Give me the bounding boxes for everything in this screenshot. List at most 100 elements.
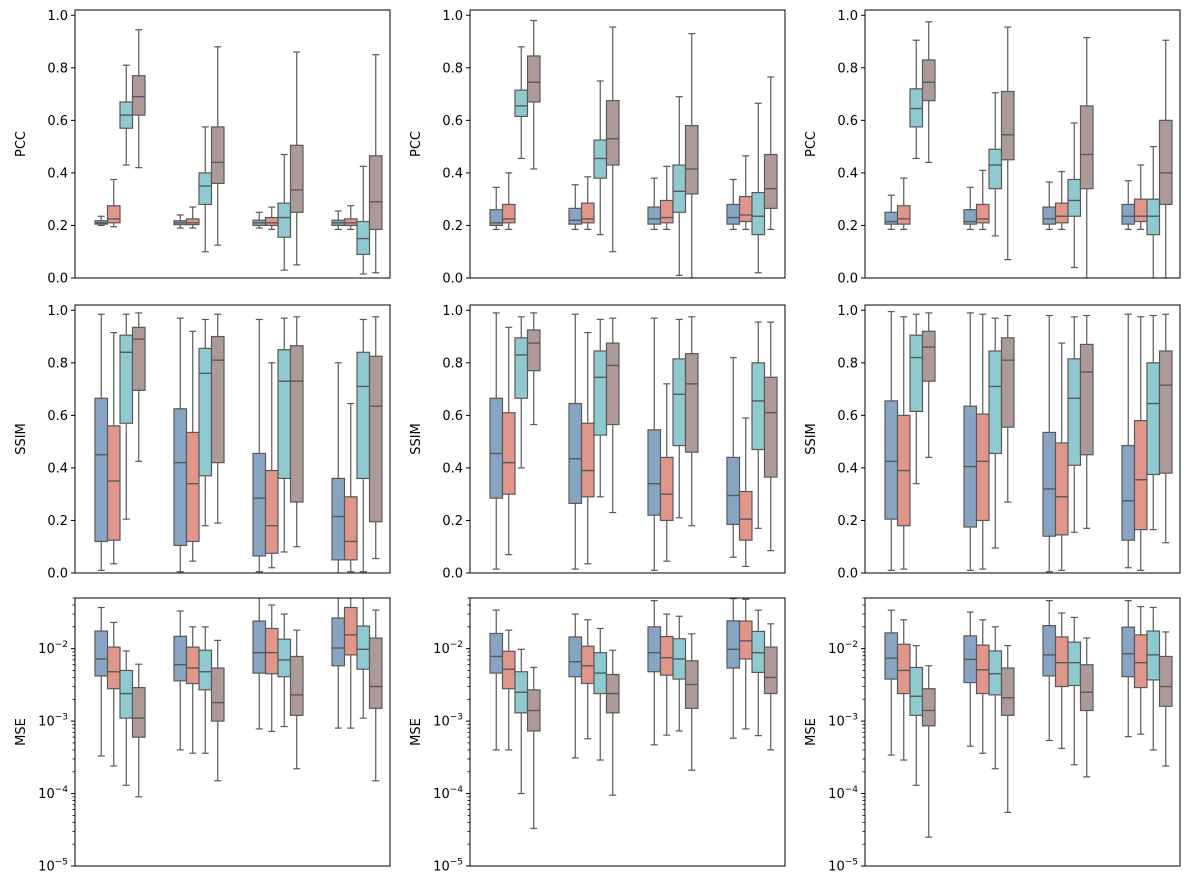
axes-frame	[469, 9, 786, 279]
box-body	[1158, 119, 1173, 206]
box-g1-s2	[106, 178, 121, 228]
box-g2-s2	[185, 206, 200, 229]
box-g2-s1	[568, 613, 583, 759]
box-body	[526, 329, 541, 372]
box-body	[501, 412, 516, 495]
box-body	[1067, 641, 1082, 687]
y-tick-label: 0.6	[442, 114, 463, 129]
box-body	[884, 211, 899, 225]
box-g2-s2	[975, 619, 990, 754]
box-body	[185, 431, 200, 543]
box-marks	[489, 19, 778, 278]
y-tick-label: 0.6	[837, 114, 858, 129]
box-body	[738, 620, 753, 660]
box-g3-s1	[647, 317, 662, 571]
box-g4-s1	[1121, 180, 1136, 230]
box-g2-s3	[988, 317, 1003, 549]
box-g3-s4	[684, 33, 699, 278]
box-g3-s2	[1054, 342, 1069, 571]
box-g4-s3	[1146, 314, 1161, 531]
box-body	[210, 126, 225, 185]
y-tick-label: 0.4	[442, 461, 463, 476]
box-g1-s1	[884, 194, 899, 230]
box-g3-s3	[1067, 122, 1082, 269]
box-body	[289, 345, 304, 503]
y-tick-label: 0.0	[837, 272, 858, 287]
box-g2-s4	[605, 317, 620, 514]
box-body	[1121, 203, 1136, 225]
box-body	[921, 688, 936, 727]
box-body	[593, 350, 608, 436]
y-axis-label: PCC	[804, 131, 819, 157]
box-g4-s2	[343, 205, 358, 230]
chart-panel-2: 0.0 0.2 0.4 0.6 0.8 1.0 PCC	[409, 9, 786, 287]
box-g4-s1	[1121, 600, 1136, 738]
box-g1-s2	[106, 331, 121, 565]
box-body	[501, 203, 516, 224]
y-tick-label: 1.0	[47, 9, 68, 24]
y-tick-label: 0.2	[442, 219, 463, 234]
box-g2-s1	[568, 313, 583, 570]
box-body	[277, 349, 292, 480]
box-g2-s1	[173, 317, 188, 573]
box-body	[1000, 90, 1015, 161]
chart-panel-6: 0.0 0.2 0.4 0.6 0.8 1.0 SSIM	[804, 304, 1181, 582]
y-tick-label: 0.8	[442, 356, 463, 371]
box-body	[1079, 343, 1094, 456]
box-g1-s1	[884, 310, 899, 571]
box-g3-s2	[264, 362, 279, 569]
y-tick-label: 10−2	[38, 640, 68, 657]
box-g2-s1	[173, 214, 188, 229]
y-tick-label: 0.4	[47, 461, 68, 476]
box-body	[514, 89, 529, 118]
box-body	[106, 425, 121, 541]
box-g1-s4	[131, 29, 146, 169]
box-marks	[884, 600, 1173, 838]
chart-panel-3: 0.0 0.2 0.4 0.6 0.8 1.0 PCC	[804, 9, 1181, 287]
box-g4-s3	[356, 318, 371, 573]
box-g3-s3	[672, 615, 687, 732]
box-marks	[489, 598, 778, 830]
y-axis-label: SSIM	[409, 423, 424, 455]
box-g2-s1	[568, 184, 583, 230]
box-g2-s4	[1000, 645, 1015, 813]
box-body	[568, 402, 583, 504]
box-body	[1042, 206, 1057, 225]
y-axis-label: MSE	[409, 718, 424, 746]
box-g2-s1	[173, 610, 188, 751]
box-body	[131, 75, 146, 116]
box-g3-s4	[1079, 36, 1094, 278]
box-body	[605, 342, 620, 426]
box-g4-s3	[356, 598, 371, 719]
box-body	[264, 216, 279, 227]
box-g4-s1	[331, 210, 346, 230]
box-body	[501, 650, 516, 690]
box-g2-s4	[210, 46, 225, 246]
y-tick-label: 0.6	[442, 409, 463, 424]
box-body	[277, 638, 292, 678]
box-g2-s3	[593, 318, 608, 498]
y-tick-label: 0.4	[47, 166, 68, 181]
box-marks	[94, 598, 383, 798]
box-body	[356, 625, 371, 670]
box-body	[119, 334, 134, 424]
box-g3-s1	[647, 177, 662, 230]
box-body	[131, 686, 146, 738]
box-body	[1000, 667, 1015, 716]
box-body	[726, 203, 741, 225]
y-tick-label: 0.2	[442, 514, 463, 529]
box-body	[173, 635, 188, 682]
box-body	[252, 452, 267, 557]
box-g3-s3	[1067, 316, 1082, 533]
y-tick-label: 10−4	[433, 785, 463, 802]
box-body	[289, 655, 304, 716]
box-g1-s3	[514, 46, 529, 160]
box-body	[659, 199, 674, 224]
box-body	[343, 496, 358, 561]
box-g1-s4	[131, 663, 146, 798]
box-body	[1042, 431, 1057, 537]
box-g2-s4	[1000, 26, 1015, 261]
box-body	[368, 355, 383, 523]
box-body	[119, 669, 134, 719]
